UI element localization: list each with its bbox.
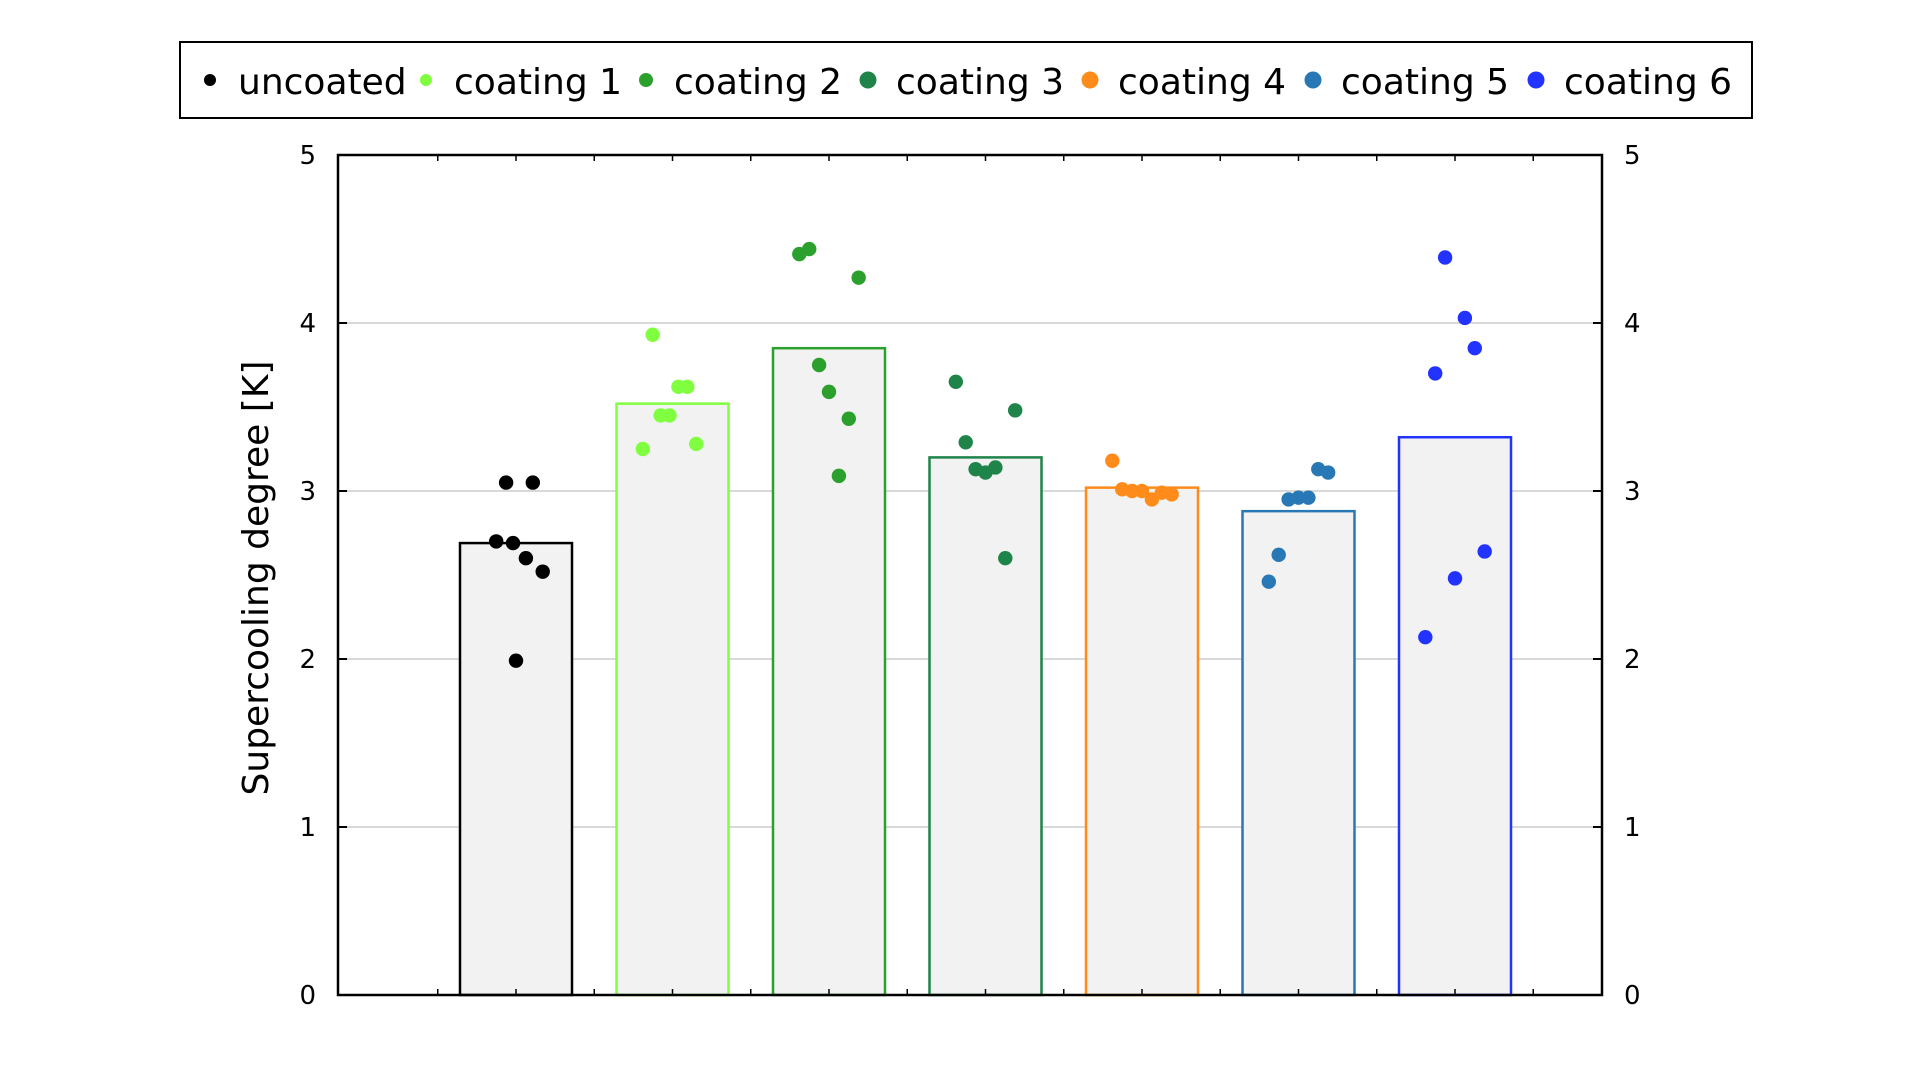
data-point [489,534,504,549]
data-point [1261,574,1277,589]
y-tick-label-left: 5 [299,141,316,171]
bar-coating-5 [1241,509,1356,997]
axes: 0 0 1 1 2 2 3 3 4 4 5 5 [299,141,1640,1011]
y-tick-label-left: 2 [299,645,316,675]
data-point [1301,490,1316,505]
legend-label: uncoated [238,62,407,103]
legend-marker [859,71,877,89]
y-tick-label-left: 4 [299,309,316,339]
legend-label: coating 4 [1118,62,1286,103]
data-point [525,475,541,490]
data-point [645,327,660,342]
data-point [948,374,964,389]
data-point [841,411,856,426]
bar-coating-4 [1084,486,1200,997]
data-point [1467,341,1482,356]
data-point [1124,483,1140,499]
data-point [1164,487,1179,502]
data-point [851,270,866,285]
legend-box [179,41,1753,119]
data-point [802,241,817,257]
bars [458,346,1513,997]
legend-marker [420,74,432,86]
legend-marker [1081,71,1099,89]
data-point [958,435,973,450]
data-point [518,551,534,566]
data-point [998,551,1013,566]
data-point [535,564,550,579]
y-axis-title: Supercooling degree [K] [236,361,277,796]
legend-label: coating 1 [454,62,622,103]
data-point [680,379,695,395]
data-point [1447,571,1463,586]
y-tick-label-right: 1 [1624,813,1641,843]
data-point [1007,403,1023,418]
data-point [635,441,651,457]
bar-coating-3 [928,456,1043,997]
bar-coating-2 [771,346,887,997]
data-point [1105,453,1120,468]
data-point [1457,310,1473,326]
legend-marker [204,74,216,86]
data-point [831,468,847,484]
y-tick-label-right: 3 [1624,477,1641,507]
data-point [1291,490,1306,505]
legend-label: coating 5 [1341,62,1509,103]
data-point [505,535,521,551]
y-tick-label-left: 3 [299,477,316,507]
y-tick-label-right: 0 [1624,981,1641,1011]
data-point [1418,629,1433,645]
legend-marker [1527,71,1545,89]
bar-uncoated [458,541,574,997]
data-point [1134,483,1150,499]
data-points [489,241,1492,668]
data-point [988,460,1003,475]
data-point [498,475,514,490]
data-point [1437,250,1453,265]
legend-label: coating 2 [674,62,842,103]
data-point [1428,366,1443,381]
data-point [662,408,677,423]
plot-frame [336,153,1604,997]
data-point [508,653,524,668]
y-tick-label-right: 5 [1624,141,1641,171]
data-point [1271,547,1286,563]
data-point [689,436,704,452]
data-point [811,357,827,373]
y-tick-label-left: 0 [299,981,316,1011]
data-point [1320,465,1336,480]
legend: uncoated coating 1 coating 2 coating 3 coati… [179,41,1753,119]
legend-label: coating 6 [1564,62,1732,103]
y-tick-label-right: 2 [1624,645,1641,675]
legend-label: coating 3 [896,62,1064,103]
bar-coating-6 [1397,435,1513,997]
data-point [821,384,837,400]
legend-marker [639,73,653,87]
data-point [1477,544,1492,559]
legend-marker [1304,71,1322,89]
y-tick-label-left: 1 [299,813,316,843]
y-tick-label-right: 4 [1624,309,1641,339]
bar-coating-1 [615,402,730,997]
